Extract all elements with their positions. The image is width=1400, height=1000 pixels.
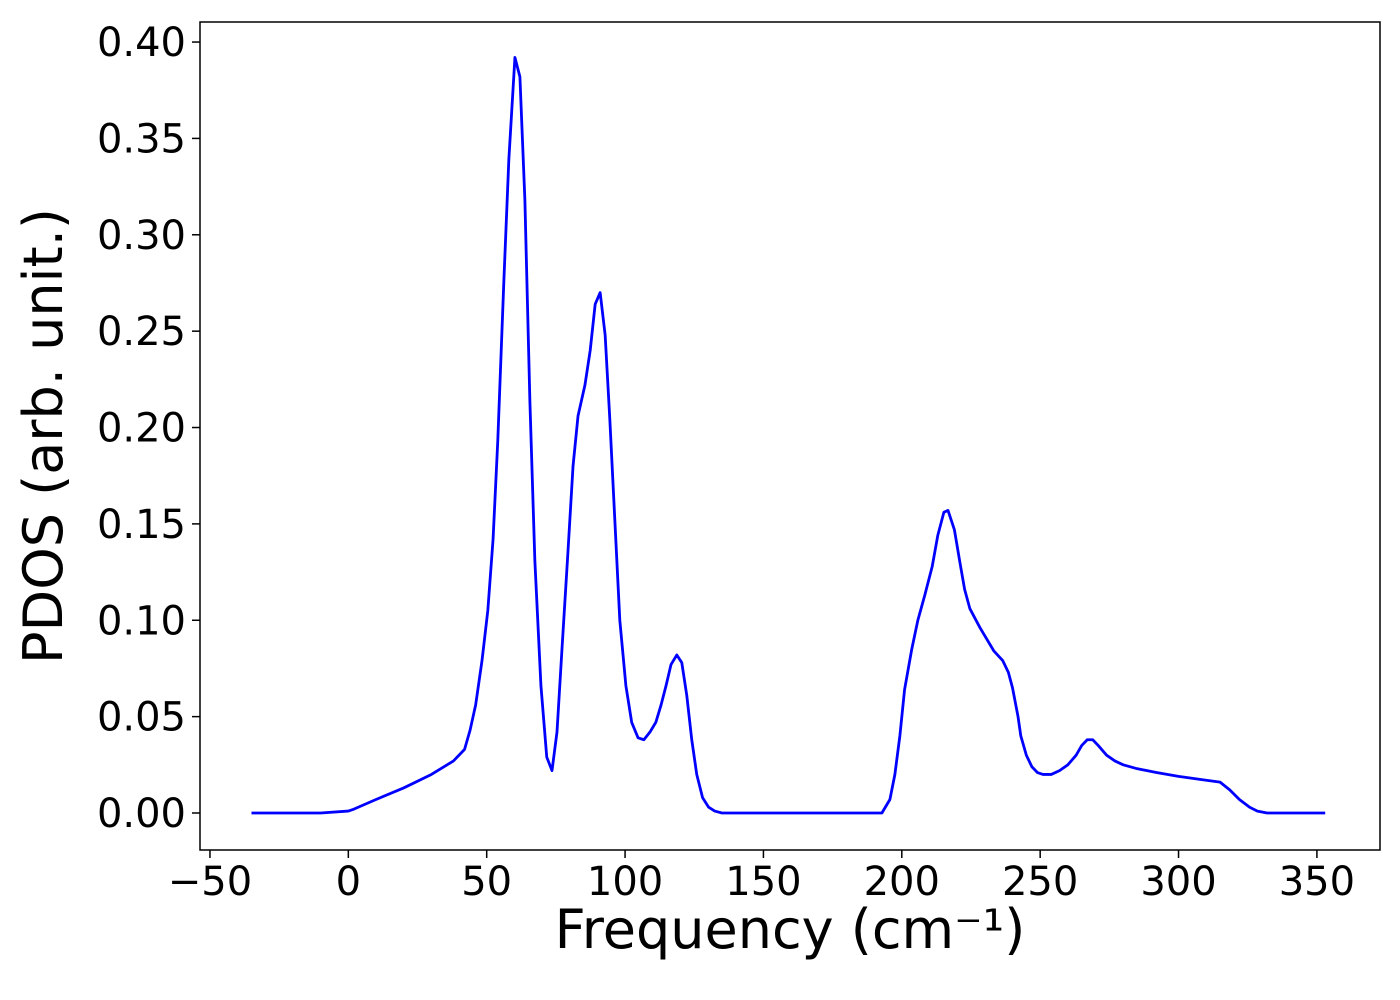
x-tick-label: 150 <box>725 859 801 905</box>
x-tick-label: −50 <box>168 859 252 905</box>
y-tick-label: 0.00 <box>97 791 186 837</box>
y-tick-label: 0.30 <box>97 213 186 259</box>
y-tick-label: 0.10 <box>97 598 186 644</box>
x-tick-label: 100 <box>587 859 663 905</box>
x-tick-label: 300 <box>1140 859 1216 905</box>
x-axis-label: Frequency (cm⁻¹) <box>555 898 1026 961</box>
y-tick-label: 0.25 <box>97 309 186 355</box>
x-tick-label: 200 <box>864 859 940 905</box>
y-tick-label: 0.15 <box>97 502 186 548</box>
x-tick-label: 350 <box>1279 859 1355 905</box>
y-tick-label: 0.35 <box>97 116 186 162</box>
x-tick-label: 250 <box>1002 859 1078 905</box>
y-tick-label: 0.40 <box>97 20 186 66</box>
x-tick-label: 50 <box>461 859 512 905</box>
y-tick-label: 0.05 <box>97 695 186 741</box>
line <box>251 56 1326 815</box>
plot-frame <box>199 21 1381 851</box>
y-axis-label: PDOS (arb. unit.) <box>12 208 75 664</box>
y-tick-label: 0.20 <box>97 406 186 452</box>
x-tick-label: 0 <box>336 859 361 905</box>
